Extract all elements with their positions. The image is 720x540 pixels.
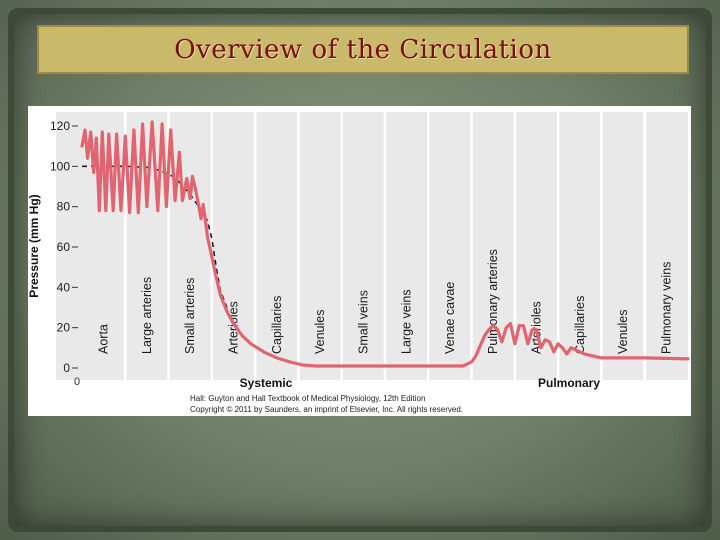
y-tick-label: 40 [57,280,71,294]
vessel-label: Venules [313,310,327,354]
pressure-chart-figure: 0 20 40 60 80 100 120 Aorta Large arteries Small… [27,106,691,416]
citation-line-1: Hall: Guyton and Hall Textbook of Medica… [190,394,425,403]
vessel-label: Small veins [356,290,370,354]
title-bar: Overview of the Circulation [37,25,689,74]
citation-line-2: Copyright © 2011 by Saunders, an imprint… [190,405,463,414]
x-origin-label: 0 [74,376,80,388]
vessel-label: Pulmonary veins [659,262,673,354]
pressure-chart: 0 20 40 60 80 100 120 Aorta Large arteries Small… [27,106,691,416]
vessel-label: Large veins [400,289,414,354]
vessel-label: Pulmonary arteries [486,249,500,354]
vessel-label: Arterioles [227,301,241,354]
vessel-label: Venae cavae [443,282,457,354]
vessel-label: Venules [616,310,630,354]
slide-frame [8,8,712,532]
y-tick-label: 60 [57,240,71,254]
vessel-label: Large arteries [140,277,154,354]
y-tick-label: 0 [63,361,70,375]
vessel-label: Capillaries [573,296,587,354]
y-tick-label: 100 [50,159,70,173]
y-tick-label: 120 [50,119,70,133]
pressure-curve [80,120,690,368]
slide-title: Overview of the Circulation [174,35,552,65]
circuit-label-pulmonary: Pulmonary [538,376,600,390]
circuit-label-systemic: Systemic [240,376,293,390]
vessel-label: Aorta [97,324,111,354]
vessel-label: Capillaries [270,296,284,354]
y-tick-label: 20 [57,321,71,335]
y-tick-label: 80 [57,200,71,214]
vessel-label: Small arteries [183,278,197,354]
y-axis-label: Pressure (mm Hg) [28,194,41,297]
